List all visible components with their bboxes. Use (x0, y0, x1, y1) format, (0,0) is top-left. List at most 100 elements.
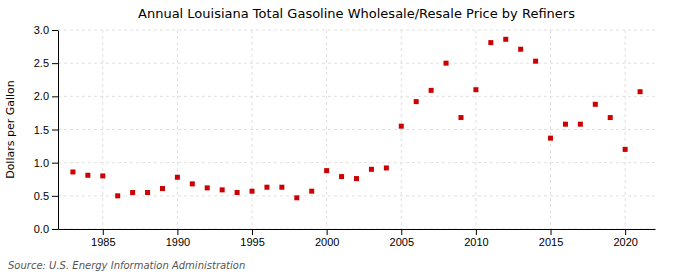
grid-line (102, 30, 103, 229)
tick: 2005 (390, 229, 414, 248)
grid-line (475, 30, 476, 229)
point (160, 186, 165, 191)
point (250, 189, 255, 194)
chart: 1985 1990 1995 2000 2005 2010 2015 2020 0.0 0.5 1.… (0, 0, 675, 275)
tick-mark (177, 229, 178, 235)
point (205, 185, 210, 190)
tick-label: 1.5 (34, 124, 49, 136)
grid-line (58, 162, 655, 163)
point (175, 175, 180, 180)
tick: 1.5 (34, 124, 58, 136)
point (429, 88, 434, 93)
tick: 3.0 (34, 24, 58, 36)
point (369, 167, 374, 172)
grid-line (401, 30, 402, 229)
point (488, 40, 493, 45)
grid (58, 30, 655, 229)
point (70, 169, 75, 174)
grid-line (58, 30, 655, 31)
point (354, 176, 359, 181)
grid-line (625, 30, 626, 229)
point (220, 187, 225, 192)
point (548, 136, 553, 141)
point (593, 102, 598, 107)
tick: 2015 (539, 229, 563, 248)
tick-mark (625, 229, 626, 235)
tick: 1995 (240, 229, 264, 248)
tick-label: 2.0 (34, 90, 49, 102)
grid-line (58, 195, 655, 196)
tick-mark (52, 63, 58, 64)
point (100, 173, 105, 178)
point (235, 190, 240, 195)
title: Annual Louisiana Total Gasoline Wholesal… (138, 6, 575, 21)
tick-mark (252, 229, 253, 235)
x-axis: 1985 1990 1995 2000 2005 2010 2015 2020 (59, 229, 656, 248)
grid-line (58, 129, 655, 130)
axis-line (59, 229, 656, 230)
grid-line (326, 30, 327, 229)
tick: 1985 (91, 229, 115, 248)
tick-label: 2015 (539, 236, 563, 248)
grid-line (58, 229, 655, 230)
tick-mark (476, 229, 477, 235)
point (324, 168, 329, 173)
grid-line (58, 96, 655, 97)
tick: 2.0 (34, 90, 58, 102)
point (578, 122, 583, 127)
point (533, 59, 538, 64)
point (294, 195, 299, 200)
point (384, 165, 389, 170)
tick-label: 3.0 (34, 24, 49, 36)
tick: 0.5 (34, 190, 58, 202)
tick: 1990 (166, 229, 190, 248)
plot: 1985 1990 1995 2000 2005 2010 2015 2020 0.0 0.5 1.… (34, 24, 656, 248)
tick: 0.0 (34, 223, 58, 235)
point (115, 193, 120, 198)
point (190, 181, 195, 186)
tick-mark (52, 30, 58, 31)
point (503, 37, 508, 42)
point (414, 99, 419, 104)
point (399, 124, 404, 129)
tick-label: 2020 (613, 236, 637, 248)
tick-label: 1995 (240, 236, 264, 248)
tick-label: 2.5 (34, 57, 49, 69)
tick: 2020 (613, 229, 637, 248)
tick-label: 0.0 (34, 223, 49, 235)
tick-label: 1985 (91, 236, 115, 248)
point (518, 47, 523, 52)
point (279, 185, 284, 190)
tick-mark (52, 130, 58, 131)
tick-label: 1990 (166, 236, 190, 248)
tick-label: 2005 (390, 236, 414, 248)
point (264, 185, 269, 190)
tick-mark (52, 229, 58, 230)
grid-line (550, 30, 551, 229)
tick-mark (327, 229, 328, 235)
grid-line (58, 63, 655, 64)
y-axis: 0.00.51.01.52.02.53.0 (34, 24, 59, 235)
axis-line (58, 31, 59, 230)
grid-line (177, 30, 178, 229)
point (473, 87, 478, 92)
point (130, 190, 135, 195)
point (444, 61, 449, 66)
tick: 2010 (464, 229, 488, 248)
tick: 2.5 (34, 57, 58, 69)
point (638, 89, 643, 94)
tick: 2000 (315, 229, 339, 248)
tick-mark (551, 229, 552, 235)
tick-mark (52, 163, 58, 164)
point (85, 173, 90, 178)
point (339, 174, 344, 179)
tick-label: 2000 (315, 236, 339, 248)
point (623, 147, 628, 152)
y-axis-label: Dollars per Gallon (4, 80, 17, 179)
tick-label: 0.5 (34, 190, 49, 202)
tick-mark (103, 229, 104, 235)
tick-mark (52, 196, 58, 197)
tick-mark (52, 96, 58, 97)
tick-mark (401, 229, 402, 235)
point (563, 122, 568, 127)
